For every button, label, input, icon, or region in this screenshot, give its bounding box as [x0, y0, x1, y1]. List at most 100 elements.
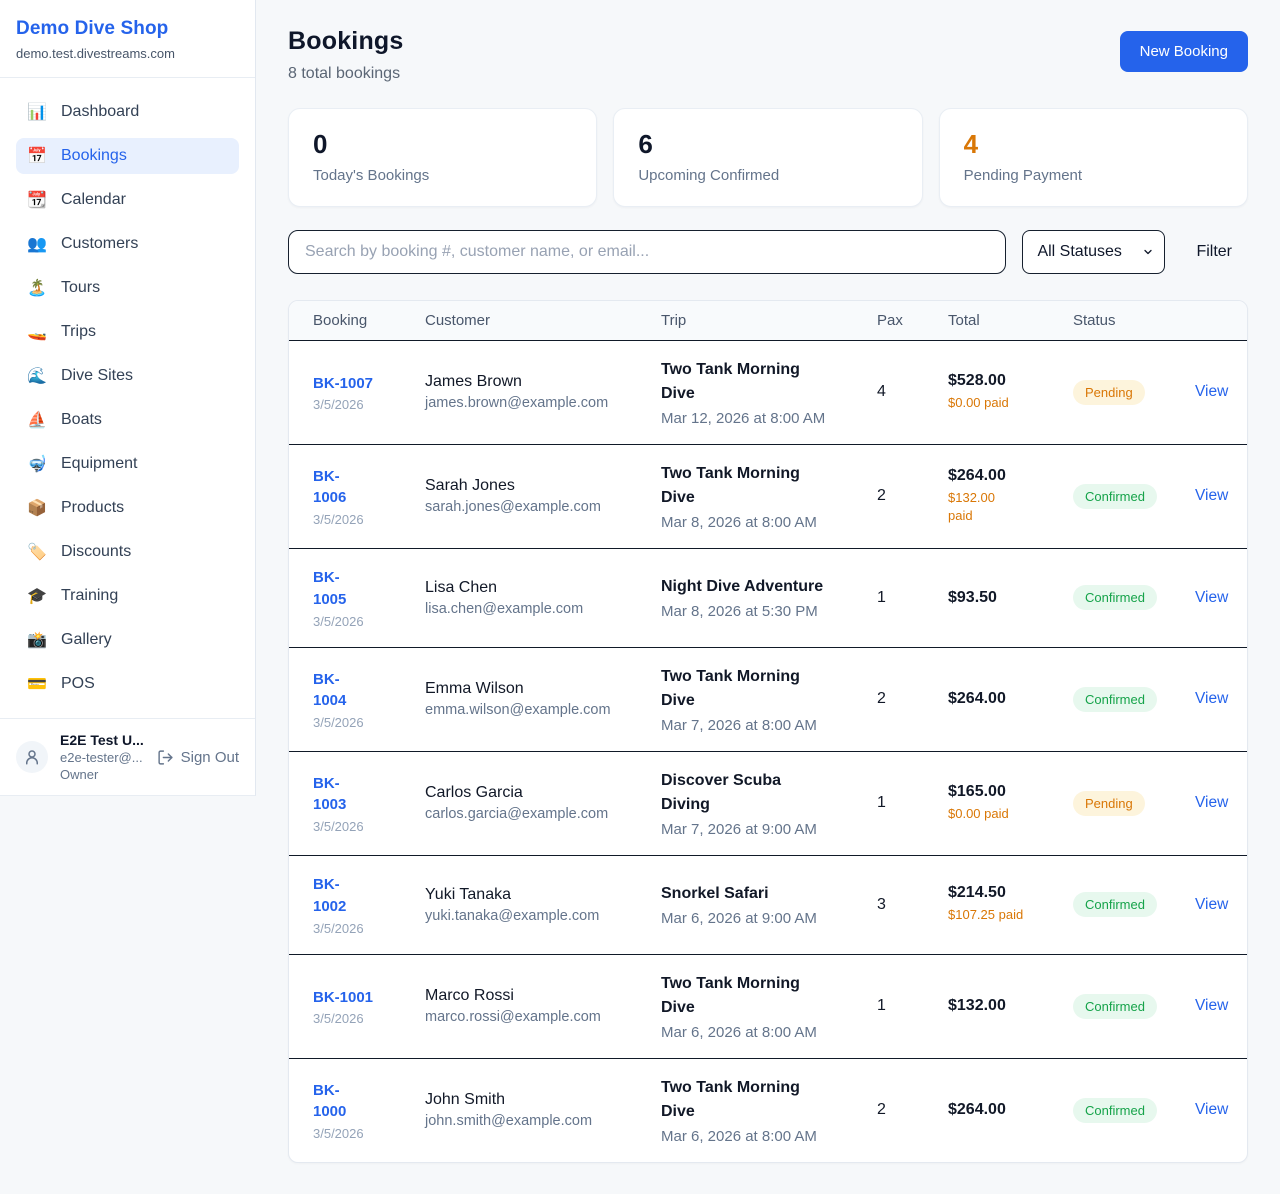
booking-date: 3/5/2026 [313, 1011, 364, 1027]
column-header: Total [948, 311, 980, 329]
status-cell: Confirmed [1073, 993, 1195, 1019]
sidebar-item-tours[interactable]: 🏝️ Tours [16, 270, 239, 306]
sidebar-item-training[interactable]: 🎓 Training [16, 578, 239, 614]
booking-date: 3/5/2026 [313, 920, 364, 936]
stats-row: 0 Today's Bookings 6 Upcoming Confirmed … [288, 108, 1248, 207]
customer-email: lisa.chen@example.com [425, 600, 584, 617]
customer-name: Sarah Jones [425, 477, 515, 495]
view-link[interactable]: View [1195, 794, 1229, 812]
sidebar-item-dashboard[interactable]: 📊 Dashboard [16, 94, 239, 130]
view-link[interactable]: View [1195, 383, 1229, 401]
customer-cell: Carlos Garcia carlos.garcia@example.com [425, 784, 661, 822]
booking-id-link[interactable]: BK- 1004 [313, 670, 347, 710]
status-filter-select[interactable]: All Statuses [1022, 229, 1166, 274]
trip-datetime: Mar 8, 2026 at 8:00 AM [661, 513, 817, 531]
sidebar-item-pos[interactable]: 💳 POS [16, 666, 239, 702]
filter-button[interactable]: Filter [1180, 243, 1248, 261]
booking-id-link[interactable]: BK- 1002 [313, 876, 347, 915]
stat-value: 6 [638, 129, 653, 159]
nav-icon: ⛵ [27, 412, 47, 429]
sidebar-item-dive-sites[interactable]: 🌊 Dive Sites [16, 358, 239, 394]
nav-icon: 📅 [27, 148, 47, 165]
booking-date: 3/5/2026 [313, 613, 364, 629]
nav-icon: 🚤 [27, 324, 47, 341]
status-badge: Confirmed [1073, 1097, 1157, 1123]
sidebar-item-calendar[interactable]: 📆 Calendar [16, 182, 239, 218]
column-header: Booking [313, 311, 368, 329]
status-cell: Confirmed [1073, 1097, 1195, 1123]
view-cell: View [1195, 487, 1228, 505]
stat-card: 0 Today's Bookings [288, 108, 598, 207]
nav-icon: 🤿 [27, 456, 47, 473]
nav-label: Training [61, 587, 119, 604]
customer-cell: Yuki Tanaka yuki.tanaka@example.com [425, 886, 661, 924]
page-title-block: Bookings 8 total bookings [288, 27, 404, 83]
booking-id-link[interactable]: BK- 1005 [313, 569, 347, 608]
trip-cell: Two Tank Morning Dive Mar 6, 2026 at 8:0… [661, 1076, 877, 1145]
customer-email: sarah.jones@example.com [425, 499, 601, 516]
nav-icon: 🌊 [27, 368, 47, 385]
sidebar-item-customers[interactable]: 👥 Customers [16, 226, 239, 262]
booking-id-link[interactable]: BK- 1000 [313, 1081, 347, 1121]
view-link[interactable]: View [1195, 487, 1229, 505]
booking-id-link[interactable]: BK-1001 [313, 988, 374, 1006]
view-link[interactable]: View [1195, 588, 1229, 606]
table-row: BK-1007 3/5/2026 James Brown james.brown… [289, 341, 1247, 444]
trip-name: Two Tank Morning Dive [661, 360, 800, 402]
sidebar-item-products[interactable]: 📦 Products [16, 490, 239, 526]
stat-card: 4 Pending Payment [938, 108, 1248, 207]
view-link[interactable]: View [1195, 895, 1229, 913]
table-row: BK- 1005 3/5/2026 Lisa Chen lisa.chen@ex… [289, 547, 1247, 647]
paid-amount: $132.00 paid [948, 489, 995, 524]
user-section: E2E Test U... e2e-tester@... Owner Sign … [0, 718, 255, 795]
sign-out-button[interactable]: Sign Out [157, 749, 239, 766]
new-booking-button[interactable]: New Booking [1119, 31, 1248, 72]
pax-count: 3 [877, 895, 886, 913]
view-link[interactable]: View [1195, 997, 1229, 1015]
total-amount: $132.00 [948, 997, 1006, 1015]
trip-cell: Discover Scuba Diving Mar 7, 2026 at 9:0… [661, 769, 877, 838]
trip-cell: Night Dive Adventure Mar 8, 2026 at 5:30… [661, 575, 877, 620]
pax-count: 2 [877, 487, 886, 505]
nav-label: Dashboard [61, 103, 140, 120]
trip-datetime: Mar 6, 2026 at 8:00 AM [661, 1127, 817, 1145]
customer-name: Emma Wilson [425, 680, 524, 698]
trip-name: Two Tank Morning Dive [661, 1078, 800, 1120]
view-link[interactable]: View [1195, 1101, 1229, 1119]
sidebar-item-discounts[interactable]: 🏷️ Discounts [16, 534, 239, 570]
table-header-row: Booking Customer Trip Pax Total Status [289, 300, 1247, 341]
search-input[interactable] [288, 229, 1007, 274]
total-amount: $264.00 [948, 690, 1006, 708]
customer-name: Carlos Garcia [425, 784, 523, 802]
sidebar-item-boats[interactable]: ⛵ Boats [16, 402, 239, 438]
total-amount: $528.00 [948, 371, 1006, 389]
trip-cell: Two Tank Morning Dive Mar 6, 2026 at 8:0… [661, 972, 877, 1041]
nav-icon: 👥 [27, 236, 47, 253]
sidebar-item-equipment[interactable]: 🤿 Equipment [16, 446, 239, 482]
sidebar-item-trips[interactable]: 🚤 Trips [16, 314, 239, 350]
nav-icon: 📦 [27, 500, 47, 517]
booking-id-link[interactable]: BK-1007 [313, 374, 374, 392]
table-row: BK- 1006 3/5/2026 Sarah Jones sarah.jone… [289, 443, 1247, 548]
nav-icon: 📸 [27, 632, 47, 649]
total-amount: $165.00 [948, 782, 1006, 800]
booking-date: 3/5/2026 [313, 397, 364, 413]
pax-count: 2 [877, 1101, 886, 1119]
sidebar-item-gallery[interactable]: 📸 Gallery [16, 622, 239, 658]
user-icon [26, 750, 38, 765]
customer-name: Marco Rossi [425, 987, 514, 1005]
booking-id-link[interactable]: BK- 1006 [313, 467, 347, 507]
nav-icon: 🏷️ [27, 544, 47, 561]
paid-amount: $0.00 paid [948, 394, 1009, 410]
view-link[interactable]: View [1195, 690, 1229, 708]
status-badge: Pending [1073, 379, 1145, 405]
customer-name: James Brown [425, 373, 522, 391]
stat-label: Pending Payment [963, 166, 1083, 184]
table-row: BK- 1002 3/5/2026 Yuki Tanaka yuki.tanak… [289, 854, 1247, 954]
nav-icon: 📊 [27, 104, 47, 121]
booking-id-link[interactable]: BK- 1003 [313, 774, 347, 814]
sidebar-item-bookings[interactable]: 📅 Bookings [16, 138, 239, 174]
nav-label: Gallery [61, 631, 112, 648]
booking-cell: BK- 1005 3/5/2026 [313, 567, 425, 629]
